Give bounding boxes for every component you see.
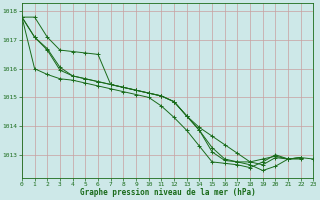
X-axis label: Graphe pression niveau de la mer (hPa): Graphe pression niveau de la mer (hPa): [80, 188, 256, 197]
